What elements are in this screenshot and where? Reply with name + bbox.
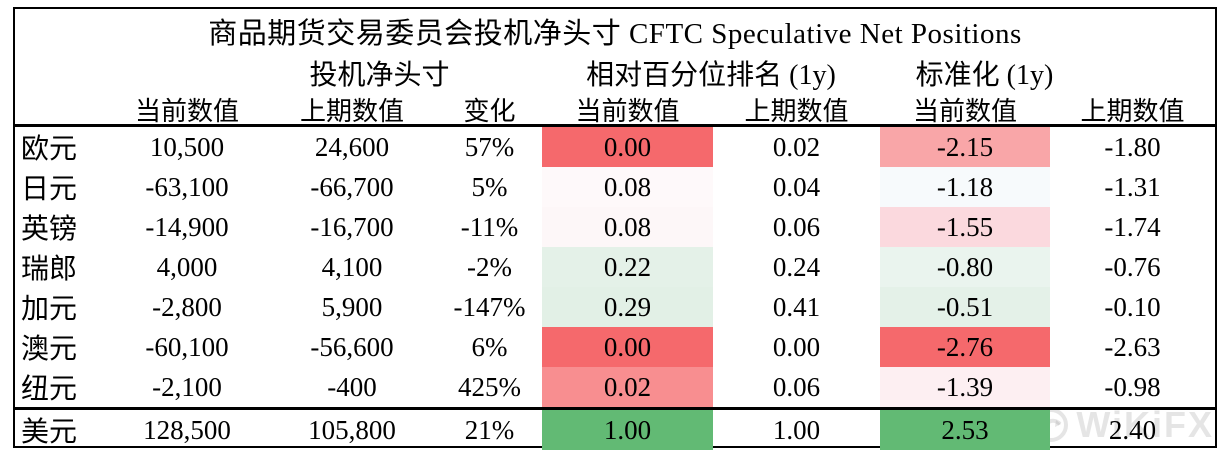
net-current-value: -60,100	[145, 331, 229, 362]
table-row-chf: 瑞郎 4,000 4,100 -2% 0.22 0.24 -0.80 -0.76	[15, 247, 1215, 287]
net-current-value: 4,000	[156, 251, 218, 282]
table-body: 欧元 10,500 24,600 57% 0.00 0.02 -2.15 -1.80 日元 -63…	[15, 127, 1215, 450]
group-header-standardized: 标准化 (1y)	[915, 60, 1054, 91]
table-row-nzd: 纽元 -2,100 -400 425% 0.02 0.06 -1.39 -0.98	[15, 367, 1215, 407]
percentile-current: 1.00	[542, 410, 713, 450]
standardized-current: -2.15	[880, 127, 1050, 167]
table-row-jpy: 日元 -63,100 -66,700 5% 0.08 0.04 -1.18 -1.31	[15, 167, 1215, 207]
standardized-previous: -2.63	[1104, 331, 1161, 362]
net-current-value: -2,100	[152, 371, 222, 402]
standardized-current: -0.51	[880, 287, 1050, 327]
cftc-table-frame: 商品期货交易委员会投机净头寸 CFTC Speculative Net Posi…	[13, 7, 1217, 450]
change-value: 6%	[471, 331, 508, 362]
percentile-current: 0.29	[542, 287, 713, 327]
standardized-current: -1.55	[880, 207, 1050, 247]
row-label: 美元	[21, 417, 78, 448]
net-previous-value: 5,900	[321, 291, 383, 322]
change-value: 425%	[458, 371, 521, 402]
net-previous-value: -66,700	[310, 171, 394, 202]
row-label: 澳元	[21, 334, 78, 365]
standardized-previous: -1.80	[1104, 131, 1161, 162]
table-title-row: 商品期货交易委员会投机净头寸 CFTC Speculative Net Posi…	[15, 9, 1215, 53]
percentile-previous: 0.04	[772, 171, 821, 202]
row-label: 日元	[21, 174, 78, 205]
table-row-eur: 欧元 10,500 24,600 57% 0.00 0.02 -2.15 -1.80	[15, 127, 1215, 167]
percentile-current: 0.00	[542, 327, 713, 367]
standardized-current: 2.53	[880, 410, 1050, 450]
change-value: -11%	[460, 211, 519, 242]
group-header-net-positions: 投机净头寸	[309, 60, 450, 91]
percentile-current: 0.00	[542, 127, 713, 167]
percentile-previous: 1.00	[772, 414, 821, 445]
standardized-current: -1.39	[880, 367, 1050, 407]
standardized-current: -0.80	[880, 247, 1050, 287]
percentile-previous: 0.41	[772, 291, 821, 322]
net-previous-value: -400	[327, 371, 377, 402]
percentile-previous: 0.06	[772, 211, 821, 242]
standardized-previous: -0.76	[1104, 251, 1161, 282]
table-row-gbp: 英镑 -14,900 -16,700 -11% 0.08 0.06 -1.55 -1.74	[15, 207, 1215, 247]
net-current-value: -63,100	[145, 171, 229, 202]
net-previous-value: 24,600	[314, 131, 390, 162]
sub-header-previous-1: 上期数值	[299, 97, 404, 126]
net-previous-value: 4,100	[321, 251, 383, 282]
row-label: 英镑	[21, 214, 78, 245]
change-value: 21%	[464, 414, 515, 445]
table-title: 商品期货交易委员会投机净头寸 CFTC Speculative Net Posi…	[208, 18, 1022, 50]
change-value: -147%	[453, 291, 526, 322]
change-value: 57%	[464, 131, 515, 162]
sub-header-change: 变化	[463, 97, 516, 126]
net-previous-value: 105,800	[308, 414, 396, 445]
change-value: 5%	[471, 171, 508, 202]
standardized-previous: -1.74	[1104, 211, 1161, 242]
net-previous-value: -56,600	[310, 331, 394, 362]
sub-header-current-1: 当前数值	[134, 97, 239, 126]
percentile-previous: 0.00	[772, 331, 821, 362]
percentile-current: 0.08	[542, 167, 713, 207]
row-label: 欧元	[21, 134, 78, 165]
sub-header-row: 当前数值 上期数值 变化 当前数值 上期数值 当前数值 上期数值	[15, 91, 1215, 127]
standardized-previous: 2.40	[1108, 414, 1157, 445]
table-row-cad: 加元 -2,800 5,900 -147% 0.29 0.41 -0.51 -0.10	[15, 287, 1215, 327]
net-current-value: -14,900	[145, 211, 229, 242]
column-group-header-row: 投机净头寸 相对百分位排名 (1y) 标准化 (1y)	[15, 53, 1215, 91]
percentile-current: 0.22	[542, 247, 713, 287]
sub-header-previous-3: 上期数值	[1080, 97, 1185, 126]
standardized-previous: -1.31	[1104, 171, 1161, 202]
watermark: WiKiFX	[1032, 404, 1214, 446]
net-previous-value: -16,700	[310, 211, 394, 242]
row-label: 纽元	[21, 374, 78, 405]
table-row-usd: 美元 128,500 105,800 21% 1.00 1.00 2.53 2.40	[15, 407, 1215, 450]
net-current-value: 128,500	[143, 414, 231, 445]
percentile-previous: 0.24	[772, 251, 821, 282]
percentile-current: 0.02	[542, 367, 713, 407]
watermark-text: WiKiFX	[1076, 404, 1214, 445]
standardized-previous: -0.98	[1104, 371, 1161, 402]
net-current-value: 10,500	[149, 131, 225, 162]
sub-header-current-3: 当前数值	[912, 97, 1017, 126]
group-header-percentile-rank: 相对百分位排名 (1y)	[586, 60, 836, 91]
standardized-previous: -0.10	[1104, 291, 1161, 322]
standardized-current: -1.18	[880, 167, 1050, 207]
standardized-current: -2.76	[880, 327, 1050, 367]
cftc-positions-table: 商品期货交易委员会投机净头寸 CFTC Speculative Net Posi…	[15, 9, 1215, 450]
change-value: -2%	[467, 251, 512, 282]
sub-header-current-2: 当前数值	[575, 97, 680, 126]
table-row-aud: 澳元 -60,100 -56,600 6% 0.00 0.00 -2.76 -2.63	[15, 327, 1215, 367]
row-label: 加元	[21, 294, 78, 325]
percentile-current: 0.08	[542, 207, 713, 247]
row-label: 瑞郎	[21, 254, 78, 285]
net-current-value: -2,800	[152, 291, 222, 322]
percentile-previous: 0.06	[772, 371, 821, 402]
sub-header-previous-2: 上期数值	[744, 97, 849, 126]
percentile-previous: 0.02	[772, 131, 821, 162]
